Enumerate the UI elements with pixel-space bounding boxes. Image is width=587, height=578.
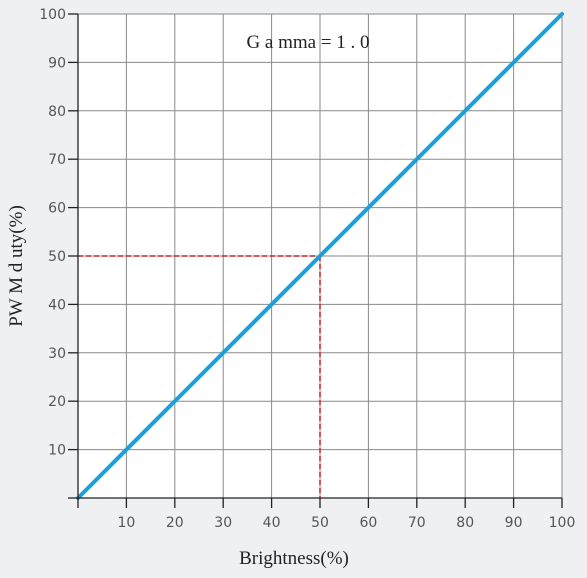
x-tick-label-100: 100 [549, 515, 576, 531]
x-tick-label-60: 60 [359, 515, 377, 531]
y-tick-label-60: 60 [48, 201, 66, 217]
y-tick-label-70: 70 [48, 152, 66, 168]
x-tick-label-10: 10 [117, 515, 135, 531]
x-axis-title: Brightness(%) [239, 548, 349, 569]
y-tick-label-40: 40 [48, 297, 66, 313]
x-tick-label-70: 70 [408, 515, 426, 531]
y-tick-label-50: 50 [48, 249, 66, 265]
x-tick-label-80: 80 [456, 515, 474, 531]
y-axis-title: PW M d uty(%) [6, 205, 27, 327]
x-tick-label-50: 50 [311, 515, 329, 531]
reference-lines [78, 255, 321, 498]
series-layer [76, 12, 564, 500]
x-tick-label-30: 30 [214, 515, 232, 531]
y-tick-label-80: 80 [48, 104, 66, 120]
y-tick-label-10: 10 [48, 443, 66, 459]
series-line-0 [76, 12, 564, 500]
x-tick-label-40: 40 [263, 515, 281, 531]
y-tick-label-90: 90 [48, 55, 66, 71]
tick-labels: 10 20 30 40 50 60 70 80 90 100 10 20 30 40 50 60 70 80 90 1… [39, 7, 575, 531]
axes [68, 13, 563, 508]
x-tick-label-20: 20 [166, 515, 184, 531]
y-tick-label-20: 20 [48, 394, 66, 410]
gamma-annotation: G a mma = 1 . 0 [246, 32, 369, 53]
y-tick-label-100: 100 [39, 7, 66, 23]
x-tick-label-90: 90 [505, 515, 523, 531]
y-tick-label-30: 30 [48, 346, 66, 362]
